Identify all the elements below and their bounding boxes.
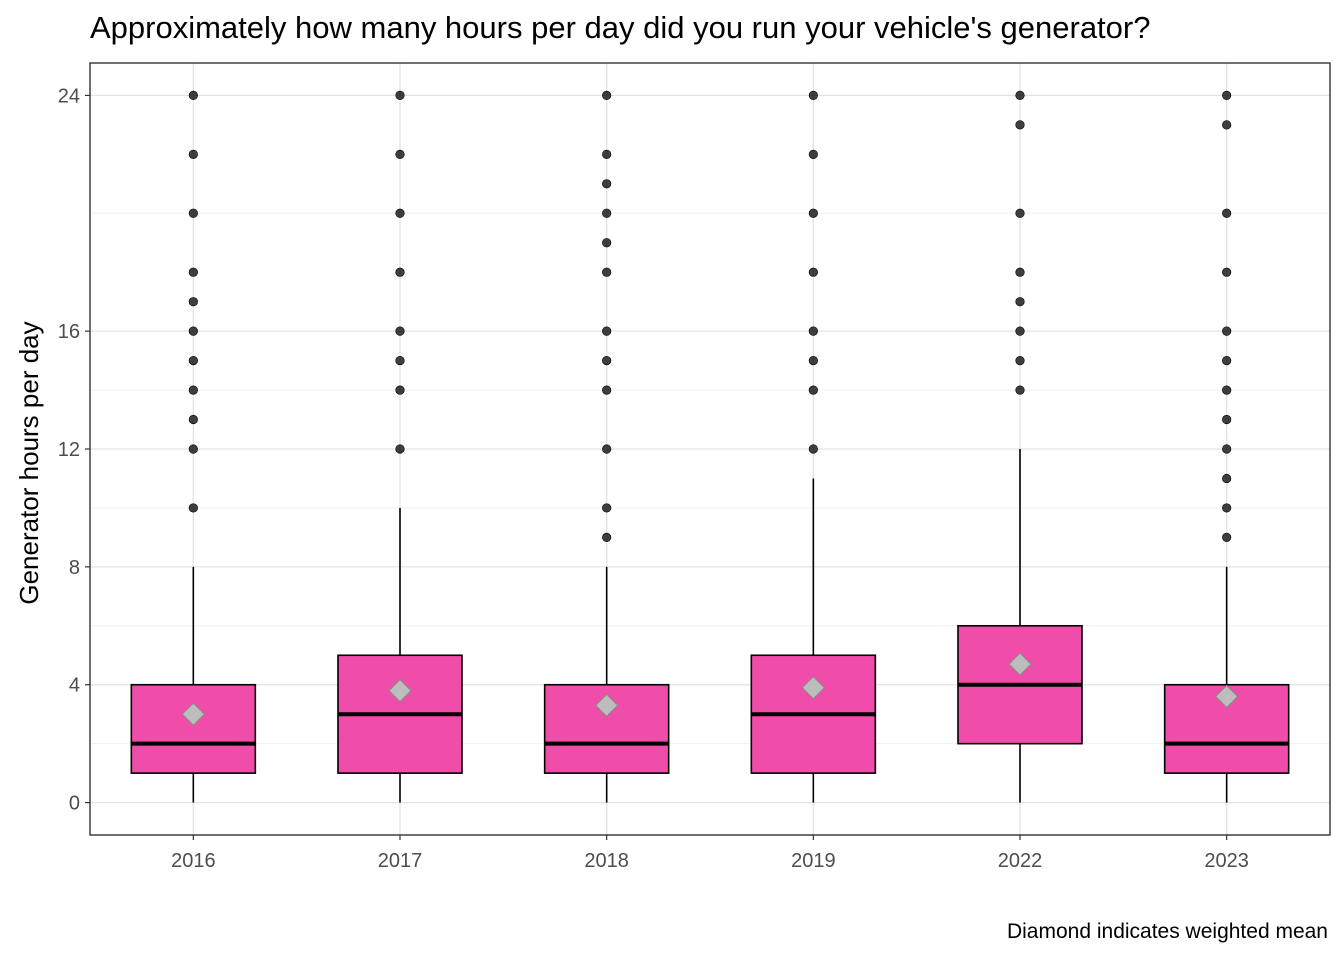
outlier-point [395,326,405,336]
outlier-point [188,385,198,395]
box-group-2023 [1163,90,1290,803]
outlier-point [808,385,818,395]
outlier-point [188,297,198,307]
outlier-point [808,356,818,366]
outlier-point [188,149,198,159]
outlier-point [602,90,612,101]
box-group-2019 [750,90,877,803]
outlier-point [1222,532,1232,542]
outlier-point [602,238,612,248]
outlier-point [602,326,612,336]
x-tick-label: 2019 [791,850,836,872]
outlier-point [1222,326,1232,336]
x-tick-label: 2023 [1204,850,1249,872]
chart-caption: Diamond indicates weighted mean [1006,920,1328,943]
outlier-point [1222,90,1232,101]
x-tick-label: 2022 [998,850,1043,872]
outlier-point [1015,326,1025,336]
outlier-point [188,90,198,101]
outlier-point [602,444,612,454]
outlier-point [602,503,612,513]
box-group-2017 [337,90,463,803]
outlier-point [602,149,612,159]
outlier-point [808,444,818,454]
box-group-2016 [130,90,257,803]
mean-diamond [1008,652,1032,676]
outlier-point [395,267,405,277]
outlier-point [602,385,612,395]
outlier-point [602,356,612,366]
outlier-point [1222,503,1232,513]
box-plots [130,90,1290,803]
outlier-point [808,208,818,218]
outlier-point [602,208,612,218]
outlier-point [1015,297,1025,307]
outlier-point [808,90,818,101]
outlier-point [1222,444,1232,454]
outlier-point [188,503,198,513]
outlier-point [1015,208,1025,218]
grid-lines [90,63,1330,835]
y-axis-title: Generator hours per day [14,321,44,604]
outlier-point [188,356,198,366]
outlier-point [395,385,405,395]
outlier-point [1222,208,1232,218]
outlier-point [395,444,405,454]
outlier-point [808,149,818,159]
outlier-point [188,208,198,218]
outlier-point [1015,120,1025,130]
outlier-point [188,414,198,425]
outlier-point [1222,414,1232,425]
outlier-point [1222,385,1232,395]
outlier-point [395,208,405,218]
box-group-2022 [957,90,1083,803]
box-iqr [130,683,257,774]
y-tick-label: 8 [69,557,80,579]
outlier-point [1015,90,1025,101]
outlier-point [395,90,405,101]
outlier-point [602,532,612,542]
outlier-point [808,267,818,277]
y-tick-label: 12 [58,439,80,461]
outlier-point [1222,473,1232,484]
chart-title: Approximately how many hours per day did… [90,10,1151,45]
outlier-point [395,356,405,366]
outlier-point [1015,385,1025,395]
mean-diamond [1214,684,1239,709]
axes: 0 4 8 12 16 24 2016 2017 2018 2019 2022 2023 [58,85,1249,872]
outlier-point [188,444,198,454]
outlier-point [188,326,198,336]
y-tick-label: 16 [58,321,80,343]
x-tick-label: 2017 [378,850,423,872]
mean-diamond [594,693,619,718]
outlier-point [1015,356,1025,366]
outlier-point [1222,267,1232,277]
outlier-point [808,326,818,336]
y-tick-label: 4 [69,675,80,697]
outlier-point [395,149,405,159]
outlier-point [188,267,198,277]
mean-diamond [181,702,206,726]
outlier-point [1222,120,1232,130]
outlier-point [1015,267,1025,277]
mean-diamond [388,678,412,703]
outlier-point [1222,356,1232,366]
outlier-point [602,179,612,189]
mean-diamond [801,675,826,700]
y-tick-label: 0 [69,793,80,815]
box-group-2018 [543,90,670,803]
y-tick-label: 24 [58,85,80,107]
x-tick-label: 2018 [584,850,629,872]
x-tick-label: 2016 [171,850,216,872]
outlier-point [602,267,612,277]
